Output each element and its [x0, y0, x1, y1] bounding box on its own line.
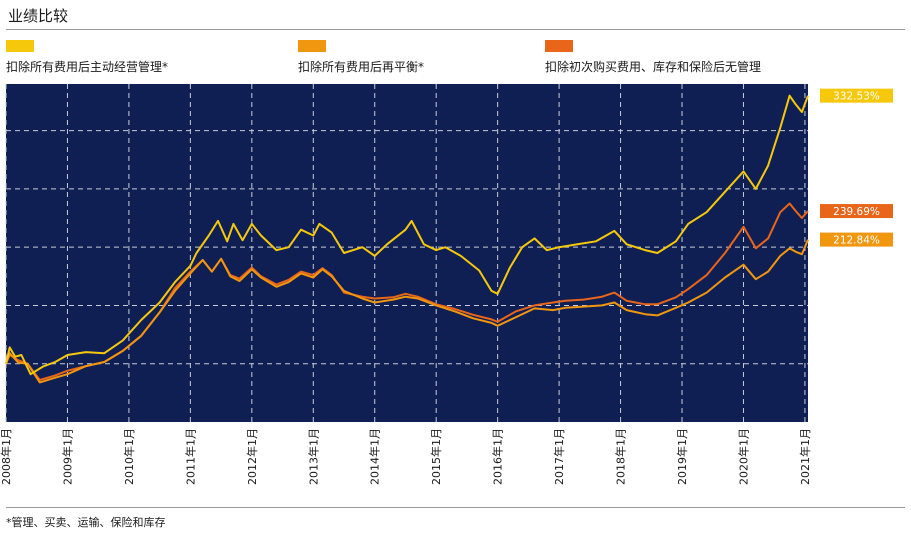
legend-item-active-managed: 扣除所有费用后主动经营管理*: [6, 40, 168, 75]
x-tick-label-6: 2014年1月: [368, 428, 382, 485]
plot-area: [6, 84, 808, 422]
title-divider: [6, 29, 905, 30]
end-value-label-2: 239.69%: [833, 206, 880, 218]
legend-swatch-unmanaged: [545, 40, 573, 52]
x-tick-label-11: 2019年1月: [675, 428, 689, 485]
end-value-tag-bg-2: [820, 204, 893, 219]
x-tick-label-5: 2013年1月: [306, 428, 320, 485]
x-tick-label-7: 2015年1月: [429, 428, 443, 485]
x-tick-label-13: 2021年1月: [798, 428, 812, 485]
x-tick-label-10: 2018年1月: [614, 428, 628, 485]
legend-label-active-managed: 扣除所有费用后主动经营管理*: [6, 60, 169, 74]
legend-item-unmanaged: 扣除初次购买费用、库存和保险后无管理: [545, 40, 761, 75]
x-tick-label-4: 2012年1月: [245, 428, 259, 485]
x-tick-label-9: 2017年1月: [552, 428, 566, 485]
x-tick-label-0: 2008年1月: [0, 428, 13, 485]
x-tick-label-12: 2020年1月: [736, 428, 750, 485]
end-value-tag-0: 332.53%: [820, 88, 893, 103]
legend-item-rebalanced: 扣除所有费用后再平衡*: [298, 40, 424, 75]
series-line-1: [5, 239, 809, 384]
x-tick-label-3: 2011年1月: [183, 428, 197, 485]
footnote-divider: [6, 507, 905, 508]
end-value-tag-bg-0: [820, 88, 893, 103]
legend-label-rebalanced: 扣除所有费用后再平衡*: [298, 60, 425, 74]
end-value-tag-2: 239.69%: [820, 204, 893, 219]
x-tick-label-1: 2009年1月: [60, 428, 74, 485]
series-line-0: [5, 94, 809, 376]
legend-swatch-active-managed: [6, 40, 34, 52]
end-value-tag-1: 212.84%: [820, 232, 893, 247]
x-tick-label-8: 2016年1月: [491, 428, 505, 485]
legend-swatch-rebalanced: [298, 40, 326, 52]
footnote: *管理、买卖、运输、保险和库存: [6, 516, 166, 529]
end-value-label-0: 332.53%: [833, 91, 880, 103]
end-value-tag-bg-1: [820, 232, 893, 247]
x-tick-label-2: 2010年1月: [122, 428, 136, 485]
legend-label-unmanaged: 扣除初次购买费用、库存和保险后无管理: [545, 60, 762, 74]
end-value-label-1: 212.84%: [833, 235, 880, 247]
chart-title: 业绩比较: [8, 7, 69, 25]
